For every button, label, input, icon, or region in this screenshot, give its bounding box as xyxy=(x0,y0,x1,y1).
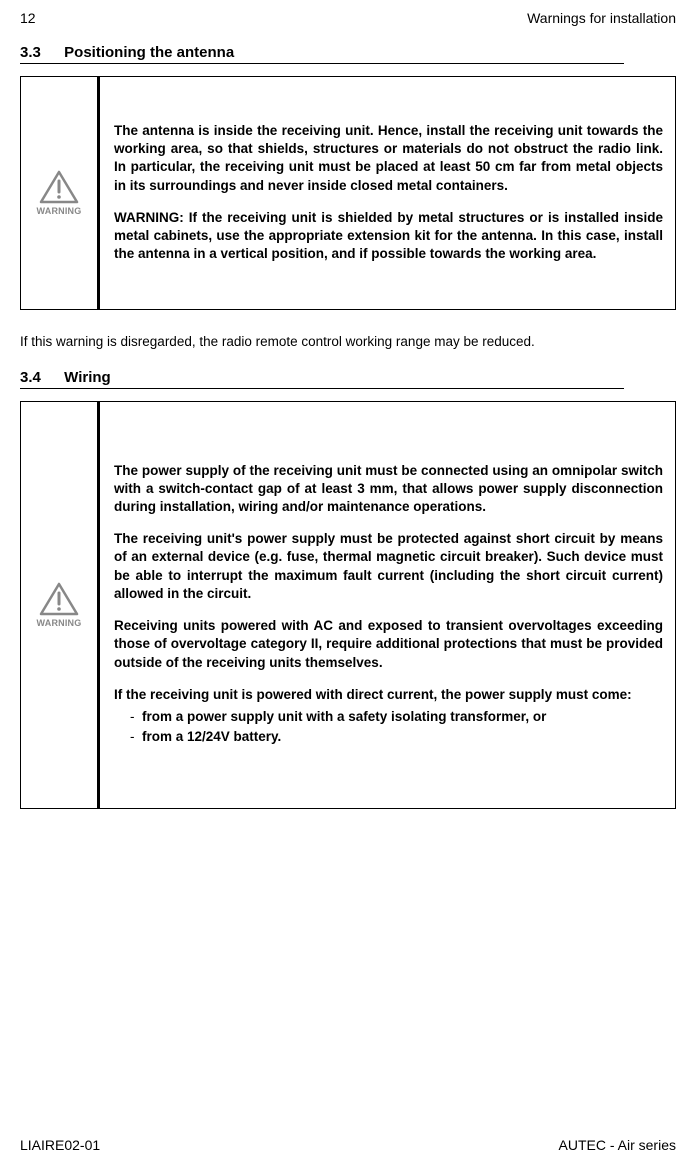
section-number: 3.3 xyxy=(20,44,60,61)
warning-para: If the receiving unit is powered with di… xyxy=(114,686,663,704)
section-heading-3-3: 3.3 Positioning the antenna xyxy=(20,44,624,64)
warning-body: The power supply of the receiving unit m… xyxy=(100,402,675,809)
section-heading-3-4: 3.4 Wiring xyxy=(20,369,624,389)
page: 12 Warnings for installation 3.3 Positio… xyxy=(0,0,696,1163)
warning-icon: WARNING xyxy=(37,170,82,216)
warning-box-wiring: WARNING The power supply of the receivin… xyxy=(20,401,676,810)
section-title: Wiring xyxy=(64,369,111,386)
section-title: Positioning the antenna xyxy=(64,44,234,61)
warning-icon-column: WARNING xyxy=(21,77,100,309)
section-number: 3.4 xyxy=(20,369,60,386)
note-text: If this warning is disregarded, the radi… xyxy=(20,334,676,349)
warning-icon: WARNING xyxy=(37,582,82,628)
product-name: AUTEC - Air series xyxy=(559,1137,676,1153)
page-footer: LIAIRE02-01 AUTEC - Air series xyxy=(20,1117,676,1153)
warning-para: Receiving units powered with AC and expo… xyxy=(114,617,663,672)
list-item: from a power supply unit with a safety i… xyxy=(130,708,663,726)
chapter-title: Warnings for installation xyxy=(527,10,676,26)
warning-para: The receiving unit's power supply must b… xyxy=(114,530,663,603)
warning-para: The power supply of the receiving unit m… xyxy=(114,462,663,517)
list-item: from a 12/24V battery. xyxy=(130,728,663,746)
warning-list: from a power supply unit with a safety i… xyxy=(114,708,663,746)
warning-body: The antenna is inside the receiving unit… xyxy=(100,77,675,309)
warning-box-antenna: WARNING The antenna is inside the receiv… xyxy=(20,76,676,310)
warning-para: WARNING: If the receiving unit is shield… xyxy=(114,209,663,264)
page-header: 12 Warnings for installation xyxy=(20,10,676,26)
warning-label: WARNING xyxy=(37,206,82,216)
warning-para: The antenna is inside the receiving unit… xyxy=(114,122,663,195)
doc-code: LIAIRE02-01 xyxy=(20,1137,100,1153)
page-number: 12 xyxy=(20,10,36,26)
warning-label: WARNING xyxy=(37,618,82,628)
warning-icon-column: WARNING xyxy=(21,402,100,809)
